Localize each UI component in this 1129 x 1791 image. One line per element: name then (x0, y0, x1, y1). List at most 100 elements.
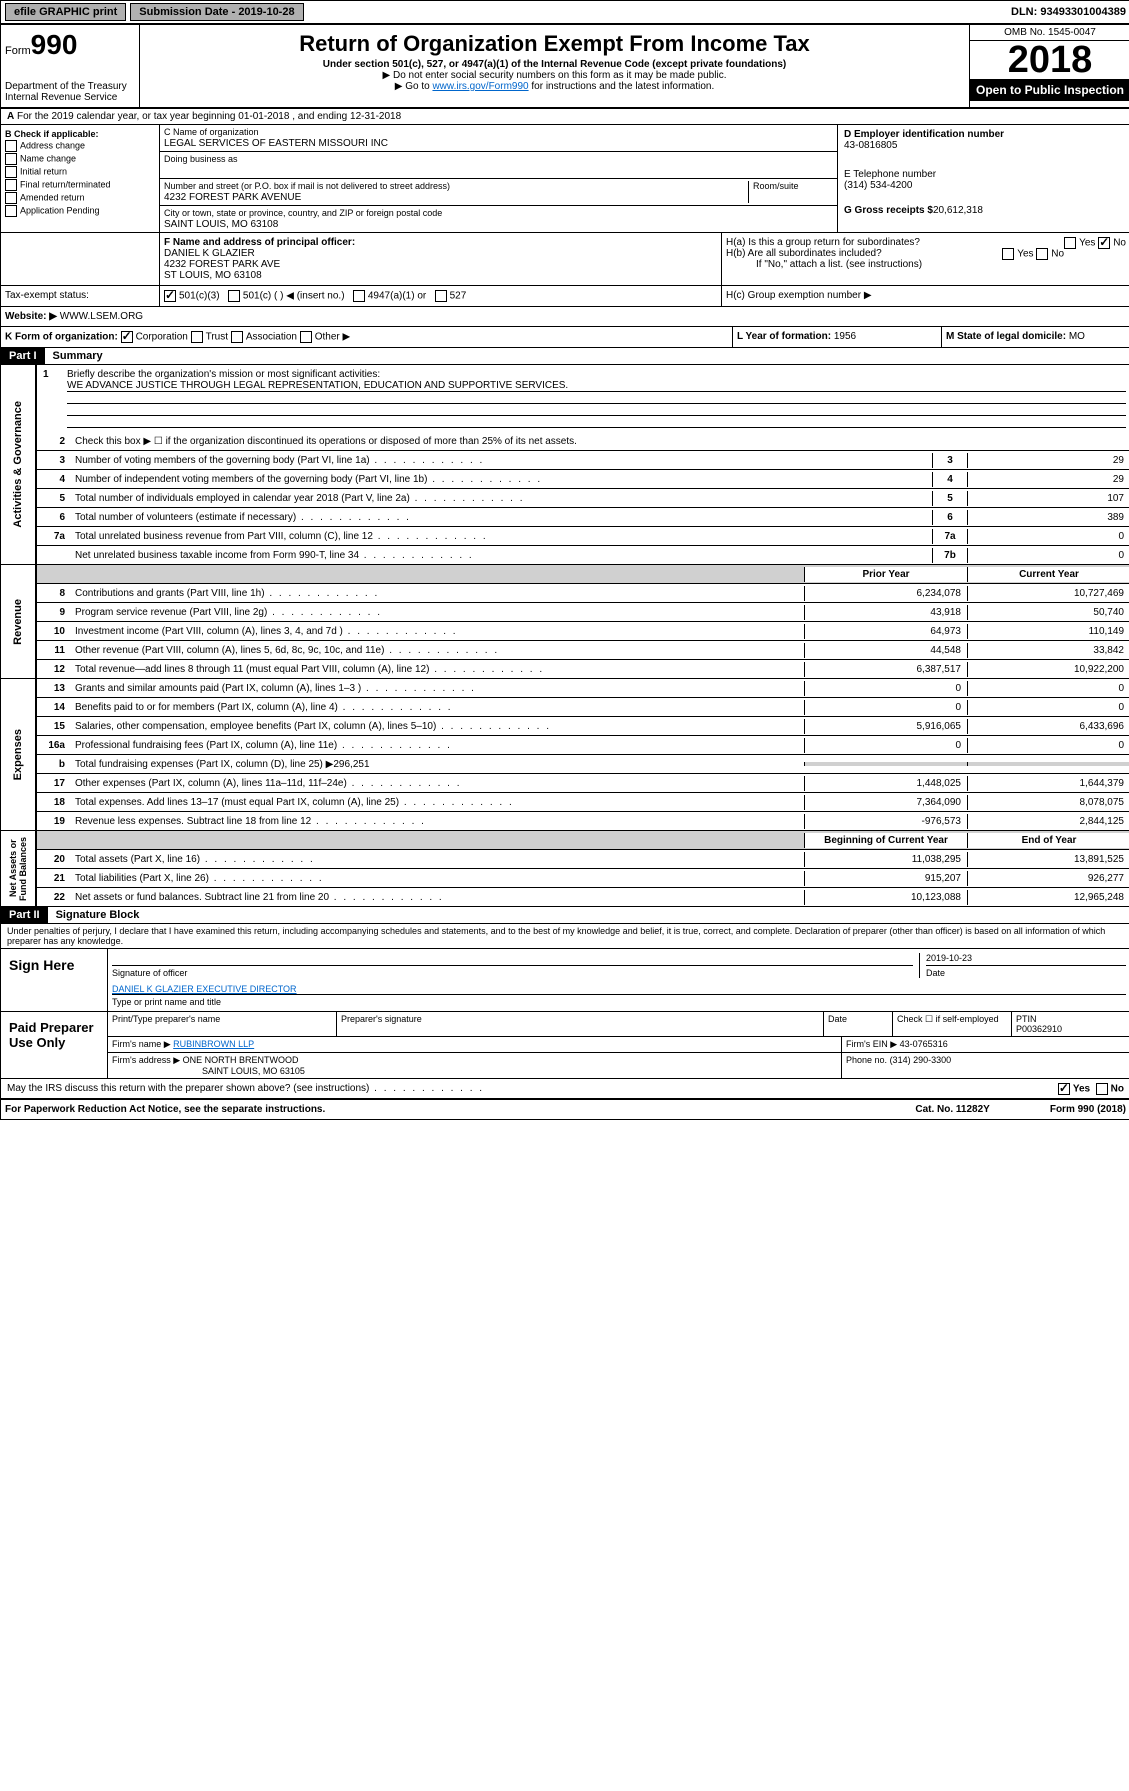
part1-label: Part I (1, 348, 45, 364)
part2-label: Part II (1, 907, 48, 923)
firm-addr1: ONE NORTH BRENTWOOD (183, 1055, 299, 1065)
line16b: Total fundraising expenses (Part IX, col… (71, 757, 804, 772)
org-name: LEGAL SERVICES OF EASTERN MISSOURI INC (164, 138, 388, 149)
discuss-no-checkbox[interactable] (1096, 1083, 1108, 1095)
current-year-header: Current Year (967, 567, 1129, 582)
top-toolbar: efile GRAPHIC print Submission Date - 20… (1, 1, 1129, 25)
footer-cat: Cat. No. 11282Y (915, 1104, 989, 1115)
expenses-side-label: Expenses (10, 725, 26, 784)
ein-label: D Employer identification number (844, 129, 1004, 140)
end-year-header: End of Year (967, 833, 1129, 848)
box-k: K Form of organization: Corporation Trus… (1, 327, 733, 347)
discuss-row: May the IRS discuss this return with the… (1, 1079, 1129, 1100)
sig-date: 2019-10-23 (926, 953, 972, 963)
tax-exempt-label: Tax-exempt status: (1, 286, 160, 306)
preparer-name-header: Print/Type preparer's name (108, 1012, 337, 1036)
form-header: Form990 Department of the Treasury Inter… (1, 25, 1129, 109)
firm-link[interactable]: RUBINBROWN LLP (173, 1039, 254, 1049)
line3: Number of voting members of the governin… (71, 453, 932, 468)
ptin-value: P00362910 (1016, 1024, 1062, 1034)
table-row: 17Other expenses (Part IX, column (A), l… (37, 774, 1129, 793)
form-prefix: Form (5, 45, 31, 57)
footer-right: Form 990 (2018) (1050, 1104, 1126, 1115)
line-a: A For the 2019 calendar year, or tax yea… (1, 109, 1129, 125)
part2-title: Signature Block (48, 907, 148, 923)
phone-value: (314) 534-4200 (844, 180, 912, 191)
table-row: 14Benefits paid to or for members (Part … (37, 698, 1129, 717)
governance-side-label: Activities & Governance (10, 397, 26, 532)
box-b: B Check if applicable: Address changeNam… (1, 125, 160, 232)
c501c3-checkbox[interactable] (164, 290, 176, 302)
preparer-date-header: Date (824, 1012, 893, 1036)
preparer-sig-header: Preparer's signature (337, 1012, 824, 1036)
table-row: 16aProfessional fundraising fees (Part I… (37, 736, 1129, 755)
open-public-badge: Open to Public Inspection (970, 79, 1129, 101)
boxb-item[interactable]: Application Pending (5, 205, 155, 217)
irs-link[interactable]: www.irs.gov/Form990 (432, 81, 528, 92)
ssn-note: ▶ Do not enter social security numbers o… (144, 70, 965, 81)
box-f: F Name and address of principal officer:… (160, 233, 722, 285)
box-c: C Name of organizationLEGAL SERVICES OF … (160, 125, 838, 232)
boxb-item[interactable]: Amended return (5, 192, 155, 204)
form-number: 990 (31, 29, 78, 60)
table-row: 20Total assets (Part X, line 16)11,038,2… (37, 850, 1129, 869)
boxb-item[interactable]: Address change (5, 140, 155, 152)
ptin-header: PTIN (1016, 1014, 1037, 1024)
sign-here-label: Sign Here (1, 949, 108, 1011)
part1-title: Summary (45, 348, 111, 364)
irs-label: Internal Revenue Service (5, 92, 135, 103)
box-hc: H(c) Group exemption number ▶ (722, 286, 1129, 306)
table-row: 8Contributions and grants (Part VIII, li… (37, 584, 1129, 603)
begin-year-header: Beginning of Current Year (804, 833, 967, 848)
firm-addr2: SAINT LOUIS, MO 63105 (112, 1066, 305, 1076)
table-row: 22Net assets or fund balances. Subtract … (37, 888, 1129, 906)
dln: DLN: 93493301004389 (1011, 6, 1126, 18)
table-row: 11Other revenue (Part VIII, column (A), … (37, 641, 1129, 660)
officer-name-link[interactable]: DANIEL K GLAZIER EXECUTIVE DIRECTOR (112, 984, 297, 994)
line1-label: Briefly describe the organization's miss… (67, 369, 380, 380)
line4: Number of independent voting members of … (71, 472, 932, 487)
box-l: L Year of formation: 1956 (733, 327, 942, 347)
box-h: H(a) Is this a group return for subordin… (722, 233, 1129, 285)
table-row: 15Salaries, other compensation, employee… (37, 717, 1129, 736)
boxb-item[interactable]: Name change (5, 153, 155, 165)
submission-date: Submission Date - 2019-10-28 (130, 3, 303, 21)
line5: Total number of individuals employed in … (71, 491, 932, 506)
goto-note: ▶ Go to www.irs.gov/Form990 for instruct… (144, 81, 965, 92)
box-i: 501(c)(3) 501(c) ( ) ◀ (insert no.) 4947… (160, 286, 722, 306)
org-city: SAINT LOUIS, MO 63108 (164, 219, 278, 230)
org-street: 4232 FOREST PARK AVENUE (164, 192, 301, 203)
table-row: 19Revenue less expenses. Subtract line 1… (37, 812, 1129, 830)
dept-label: Department of the Treasury (5, 81, 135, 92)
line7b: Net unrelated business taxable income fr… (71, 548, 932, 563)
line2: Check this box ▶ ☐ if the organization d… (71, 434, 1129, 449)
box-j: Website: ▶ WWW.LSEM.ORG (1, 307, 1129, 326)
gross-receipts-value: 20,612,318 (933, 205, 983, 216)
website-value: WWW.LSEM.ORG (60, 311, 143, 322)
paid-preparer-label: Paid Preparer Use Only (1, 1012, 108, 1078)
prior-year-header: Prior Year (804, 567, 967, 582)
form-subtitle: Under section 501(c), 527, or 4947(a)(1)… (144, 59, 965, 70)
footer-left: For Paperwork Reduction Act Notice, see … (5, 1104, 325, 1115)
tax-year: 2018 (970, 41, 1129, 79)
box-m: M State of legal domicile: MO (942, 327, 1129, 347)
revenue-side-label: Revenue (10, 595, 26, 649)
firm-phone: (314) 290-3300 (890, 1055, 952, 1065)
sig-officer-label: Signature of officer (112, 968, 187, 978)
table-row: 21Total liabilities (Part X, line 26)915… (37, 869, 1129, 888)
ein-value: 43-0816805 (844, 140, 897, 151)
mission-text: WE ADVANCE JUSTICE THROUGH LEGAL REPRESE… (67, 380, 568, 391)
table-row: 9Program service revenue (Part VIII, lin… (37, 603, 1129, 622)
table-row: 13Grants and similar amounts paid (Part … (37, 679, 1129, 698)
discuss-yes-checkbox[interactable] (1058, 1083, 1070, 1095)
netassets-side-label: Net Assets or Fund Balances (6, 831, 30, 906)
table-row: 10Investment income (Part VIII, column (… (37, 622, 1129, 641)
boxb-item[interactable]: Final return/terminated (5, 179, 155, 191)
line6: Total number of volunteers (estimate if … (71, 510, 932, 525)
phone-label: E Telephone number (844, 169, 936, 180)
boxb-item[interactable]: Initial return (5, 166, 155, 178)
line7a: Total unrelated business revenue from Pa… (71, 529, 932, 544)
gross-receipts-label: G Gross receipts $ (844, 205, 933, 216)
efile-print-button[interactable]: efile GRAPHIC print (5, 3, 126, 21)
form-title: Return of Organization Exempt From Incom… (144, 31, 965, 57)
